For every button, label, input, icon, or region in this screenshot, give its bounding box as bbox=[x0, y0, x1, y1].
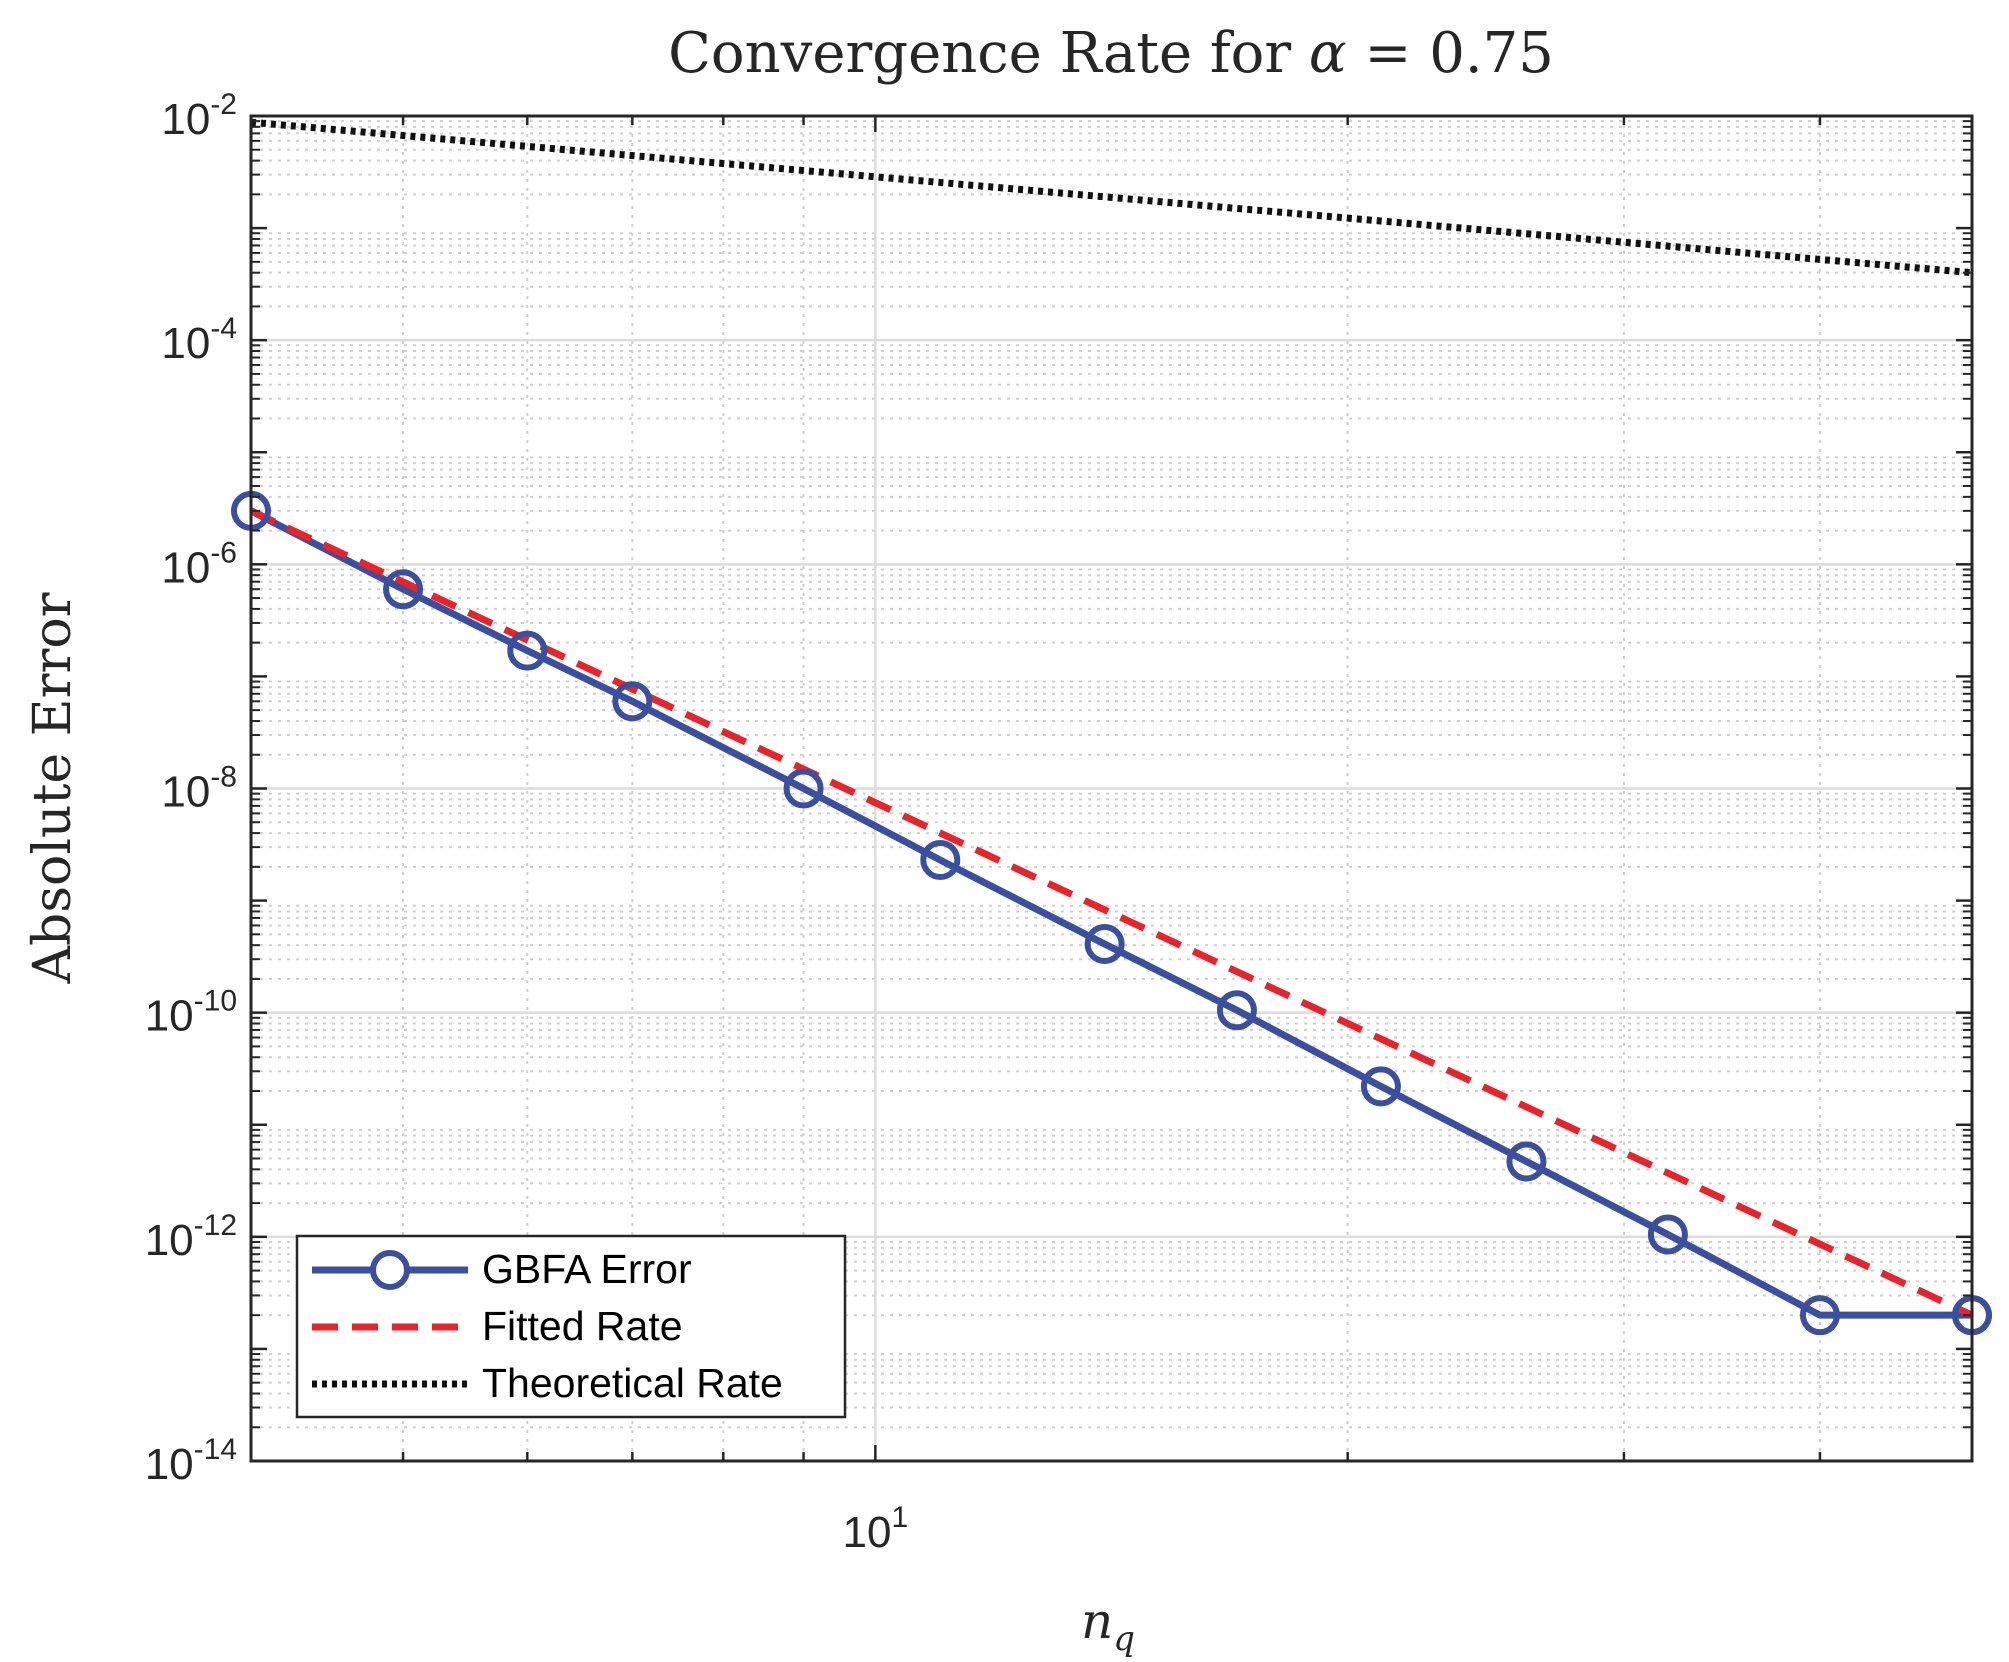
gbfa-error-marker bbox=[383, 569, 424, 610]
x-tick-label: 101 bbox=[843, 1501, 909, 1557]
gbfa-error-line bbox=[251, 507, 1972, 1319]
gbfa-error-marker bbox=[920, 840, 961, 881]
x-tick-label-exponent: 1 bbox=[891, 1501, 908, 1534]
y-tick-label: 10-10 bbox=[145, 985, 237, 1041]
x-tick-label-base: 10 bbox=[843, 1508, 892, 1557]
axis-frame bbox=[249, 114, 1974, 1463]
y-tick-label-base: 10 bbox=[145, 1440, 194, 1489]
gbfa-error-marker bbox=[1647, 1214, 1688, 1255]
gbfa-error-marker bbox=[612, 681, 653, 722]
y-tick-label-base: 10 bbox=[161, 768, 210, 817]
y-tick-label: 10-6 bbox=[161, 536, 237, 592]
theoretical-rate-line bbox=[251, 118, 1972, 277]
gbfa-error-marker bbox=[507, 630, 548, 671]
y-tick-label-base: 10 bbox=[161, 95, 210, 144]
x-axis-label-main: n bbox=[1081, 1592, 1113, 1650]
y-tick-label: 10-2 bbox=[161, 88, 237, 144]
y-tick-label: 10-12 bbox=[145, 1209, 237, 1265]
gbfa-error-marker bbox=[1506, 1141, 1547, 1182]
y-tick-label: 10-14 bbox=[145, 1433, 237, 1489]
legend-label-theoretical-rate: Theoretical Rate bbox=[482, 1360, 783, 1406]
y-tick-label-exponent: -14 bbox=[194, 1433, 237, 1466]
gbfa-error-marker bbox=[1216, 990, 1257, 1031]
legend-label-gbfa-error: GBFA Error bbox=[482, 1246, 692, 1292]
fitted-rate-line bbox=[251, 507, 1972, 1319]
y-tick-label: 10-4 bbox=[161, 312, 237, 368]
y-tick-label-base: 10 bbox=[145, 992, 194, 1041]
gbfa-error-marker bbox=[1360, 1066, 1401, 1107]
gbfa-error-marker bbox=[783, 768, 824, 809]
chart-title: Convergence Rate for α = 0.75 bbox=[668, 21, 1554, 86]
y-tick-label-base: 10 bbox=[161, 543, 210, 592]
legend: GBFA Error Fitted Rate Theoretical Rate bbox=[295, 1234, 847, 1419]
chart-title-suffix: = 0.75 bbox=[1347, 21, 1554, 86]
y-tick-label-base: 10 bbox=[161, 319, 210, 368]
series-layer bbox=[231, 118, 1992, 1336]
y-tick-label-base: 10 bbox=[145, 1216, 194, 1265]
gbfa-error-marker bbox=[1799, 1295, 1840, 1336]
y-tick-label-exponent: -2 bbox=[210, 88, 237, 121]
x-axis-label-subscript: q bbox=[1113, 1619, 1135, 1659]
y-tick-label-exponent: -12 bbox=[194, 1209, 237, 1242]
y-tick-label-exponent: -10 bbox=[194, 985, 237, 1018]
y-axis-label: Absolute Error bbox=[23, 592, 83, 984]
chart-title-symbol: α bbox=[1309, 21, 1347, 86]
gbfa-error-marker bbox=[1084, 923, 1125, 964]
y-tick-label: 10-8 bbox=[161, 761, 237, 817]
y-tick-label-exponent: -4 bbox=[210, 312, 237, 345]
x-tick-labels: 101 bbox=[843, 1501, 909, 1557]
x-axis-label: nq bbox=[1081, 1592, 1135, 1659]
chart-title-prefix: Convergence Rate for bbox=[668, 21, 1309, 86]
legend-label-fitted-rate: Fitted Rate bbox=[482, 1303, 683, 1349]
y-tick-label-exponent: -8 bbox=[210, 761, 237, 794]
legend-marker-gbfa-error bbox=[370, 1250, 410, 1290]
y-tick-label-exponent: -6 bbox=[210, 536, 237, 569]
